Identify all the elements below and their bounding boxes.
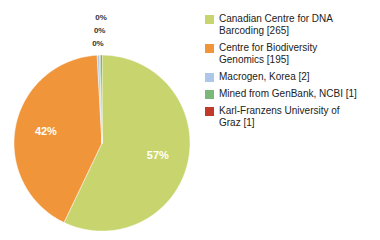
svg-text:0%: 0% [94,26,106,35]
svg-text:0%: 0% [95,13,107,22]
svg-text:42%: 42% [35,125,57,137]
svg-text:0%: 0% [92,39,104,48]
html-text:Macrogen, Korea [2]: Macrogen, Korea [2] [219,71,310,82]
html-text:Mined from GenBank, NCBI [1]: Mined from GenBank, NCBI [1] [219,88,357,99]
html-text:Canadian Centre for DNA Barcod: Canadian Centre for DNA Barcoding [265] [219,13,333,36]
html-text:Karl-Franzens University of Gr: Karl-Franzens University of Graz [1] [219,105,340,128]
svg-text:57%: 57% [147,149,169,161]
html-text:Centre for Biodiversity Genomi: Centre for Biodiversity Genomics [195] [219,42,318,65]
